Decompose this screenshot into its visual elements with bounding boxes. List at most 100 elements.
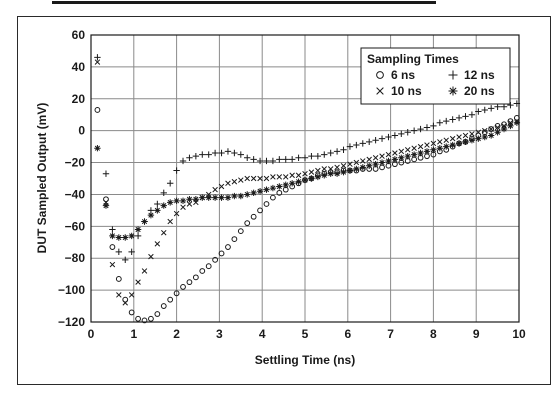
data-point [122, 300, 128, 306]
x-tick-label: 3 [216, 327, 223, 341]
legend-marker-star [448, 86, 458, 96]
y-tick-label: 40 [72, 60, 86, 74]
data-point [276, 183, 283, 190]
data-point [186, 196, 193, 203]
data-point [462, 113, 469, 120]
data-point [288, 180, 296, 187]
data-point [276, 189, 283, 196]
data-point [385, 157, 392, 165]
data-point [302, 170, 308, 177]
data-point [128, 248, 135, 256]
data-point [134, 226, 142, 233]
tick-labels: 0 1 2 3 4 5 6 7 8 9 10 60 40 20 0 −20 −40 −60 −80 −100 −120 [58, 28, 526, 341]
data-point [231, 236, 238, 242]
data-point [404, 152, 411, 160]
y-tick-label: −60 [65, 219, 86, 233]
data-point [263, 201, 270, 207]
data-point [257, 207, 263, 214]
data-point [398, 148, 405, 155]
data-point [475, 135, 482, 142]
data-point [102, 202, 110, 209]
series-10-ns [94, 59, 520, 306]
data-point [327, 149, 334, 157]
data-point [295, 172, 302, 179]
data-point [103, 196, 109, 203]
data-point [487, 132, 495, 139]
data-point [462, 132, 469, 139]
data-point [321, 151, 328, 158]
data-point [423, 148, 431, 155]
data-point [128, 292, 135, 298]
data-point [224, 194, 232, 201]
data-point [250, 175, 257, 182]
data-point [494, 124, 501, 131]
data-point [154, 241, 161, 247]
data-point [359, 164, 366, 171]
data-point [173, 167, 180, 174]
data-point [404, 129, 411, 136]
data-point [122, 234, 129, 241]
y-tick-label: −40 [65, 187, 86, 201]
data-point [366, 162, 373, 169]
data-point [372, 160, 379, 168]
data-point [391, 156, 399, 163]
data-point [237, 228, 244, 235]
data-point [94, 145, 101, 152]
data-point [398, 130, 405, 138]
data-point [340, 168, 347, 176]
data-point [94, 59, 101, 65]
data-point [231, 178, 238, 185]
y-tick-label: −20 [65, 156, 86, 170]
data-point [455, 114, 463, 122]
data-point [141, 317, 148, 324]
data-point [378, 135, 386, 142]
legend-label: 10 ns [391, 84, 422, 98]
data-point [347, 161, 353, 167]
legend-entry: 10 ns [376, 84, 422, 98]
data-point [192, 274, 199, 281]
data-point [391, 132, 399, 139]
data-point [423, 124, 431, 131]
data-point [327, 166, 334, 172]
data-point [500, 125, 508, 133]
data-point [238, 177, 244, 183]
data-point [378, 159, 386, 166]
data-point [513, 119, 521, 126]
data-point [481, 106, 488, 114]
data-point [199, 151, 206, 158]
data-point [173, 210, 180, 217]
data-point [507, 122, 514, 130]
data-point [462, 138, 469, 146]
data-point [449, 141, 456, 149]
data-point [180, 284, 186, 290]
data-point [333, 170, 341, 177]
data-point [385, 151, 392, 158]
data-point [417, 125, 424, 133]
data-point [288, 156, 296, 163]
data-point [346, 143, 354, 150]
data-point [135, 315, 141, 322]
legend-label: 6 ns [391, 68, 415, 82]
data-point [109, 261, 116, 268]
data-point [225, 244, 231, 250]
data-point [321, 166, 328, 172]
data-point [500, 103, 508, 110]
data-point [443, 137, 449, 143]
data-point [154, 207, 161, 214]
data-point [212, 256, 219, 263]
data-point [346, 167, 354, 174]
legend-marker-cross [376, 87, 384, 95]
data-point [147, 211, 155, 219]
x-tick-label: 10 [512, 327, 526, 341]
data-point [282, 156, 289, 163]
data-point [148, 253, 154, 260]
data-point [481, 133, 488, 141]
data-point [385, 133, 392, 141]
data-point [179, 197, 187, 205]
data-point [115, 234, 123, 241]
data-points [94, 54, 521, 324]
data-point [244, 191, 251, 198]
data-point [404, 147, 411, 153]
data-point [224, 148, 232, 155]
data-point [449, 116, 456, 123]
